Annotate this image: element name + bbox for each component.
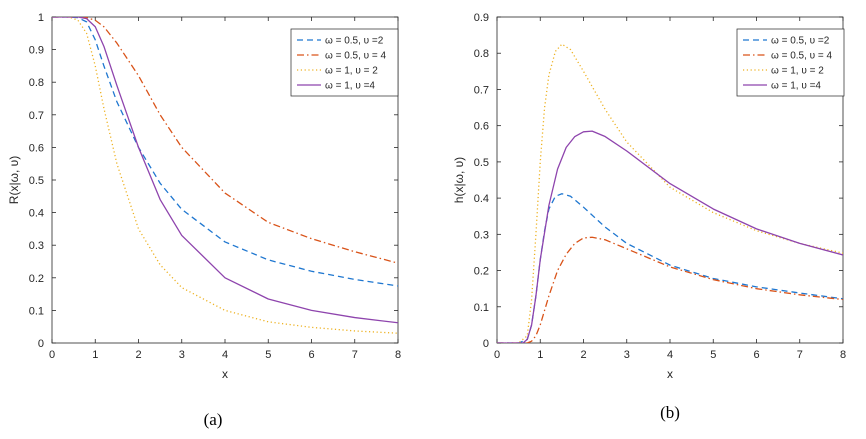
y-tick-label: 0.8 [474, 48, 489, 60]
series-line-3 [497, 43, 843, 343]
y-axis-label: R(x|ω, υ) [7, 156, 21, 204]
x-axis-label: x [222, 367, 228, 381]
chart-panel-a: 0 1 2 3 4 5 6 7 8 0 0.1 0.2 0.3 0.4 0.5 0.6 0.7 0.8 0.9 1 x R… [7, 12, 401, 429]
x-tick-label: 8 [840, 349, 846, 361]
y-tick-label: 0.4 [29, 208, 44, 220]
x-tick-label: 7 [352, 349, 358, 361]
legend-label-4: ω = 1, υ =4 [771, 81, 821, 92]
y-tick-label: 0.5 [474, 157, 489, 169]
y-tick-label: 0.7 [29, 110, 44, 122]
x-tick-label: 6 [753, 349, 759, 361]
x-tick-label: 3 [179, 349, 185, 361]
x-tick-label: 0 [494, 349, 500, 361]
y-tick-label: 0.3 [474, 229, 489, 241]
panel-caption: (a) [204, 410, 223, 429]
y-tick-label: 0.9 [474, 12, 489, 24]
y-tick-label: 0.8 [29, 77, 44, 89]
chart-panel-b: 0 1 2 3 4 5 6 7 8 0 0.1 0.2 0.3 0.4 0.5 0.6 0.7 0.8 0.9 x h(… [452, 12, 846, 422]
series-line-2 [497, 236, 843, 343]
y-tick-label: 0.6 [474, 121, 489, 133]
legend: ω = 0.5, υ =2 ω = 0.5, υ = 4 ω = 1, υ = 2 ω… [736, 28, 845, 97]
series-line-1 [497, 193, 843, 343]
x-tick-label: 5 [265, 349, 271, 361]
legend-label-3: ω = 1, υ = 2 [771, 66, 824, 77]
legend-label-1: ω = 0.5, υ =2 [771, 36, 830, 47]
x-tick-label: 6 [308, 349, 314, 361]
x-tick-label: 0 [49, 349, 55, 361]
y-tick-label: 0.2 [29, 273, 44, 285]
series-line-4 [52, 17, 398, 324]
legend-label-3: ω = 1, υ = 2 [325, 66, 378, 77]
y-tick-label: 0.2 [474, 266, 489, 278]
y-tick-label: 0 [38, 338, 44, 350]
y-tick-label: 0 [483, 338, 489, 350]
x-tick-label: 1 [92, 349, 98, 361]
y-tick-label: 0.6 [29, 142, 44, 154]
series-line-4 [497, 130, 843, 343]
y-axis-label: h(x|ω, υ) [452, 157, 466, 203]
legend: ω = 0.5, υ =2 ω = 0.5, υ = 4 ω = 1, υ = 2 ω… [290, 28, 399, 97]
x-tick-label: 7 [797, 349, 803, 361]
x-axis-label: x [667, 367, 673, 381]
y-tick-label: 1 [38, 12, 44, 24]
y-tick-label: 0.4 [474, 193, 489, 205]
series-line-2 [52, 17, 398, 264]
x-tick-label: 1 [537, 349, 543, 361]
x-tick-label: 8 [395, 349, 401, 361]
x-tick-label: 4 [667, 349, 673, 361]
y-tick-label: 0.1 [474, 302, 489, 314]
x-tick-label: 2 [580, 349, 586, 361]
y-tick-label: 0.5 [29, 175, 44, 187]
panel-caption: (b) [660, 403, 680, 422]
legend-label-2: ω = 0.5, υ = 4 [325, 51, 387, 62]
legend-label-4: ω = 1, υ =4 [325, 81, 375, 92]
y-tick-label: 0.7 [474, 84, 489, 96]
y-tick-label: 0.1 [29, 305, 44, 317]
x-tick-label: 4 [222, 349, 228, 361]
x-tick-label: 3 [624, 349, 630, 361]
legend-label-1: ω = 0.5, υ =2 [325, 36, 384, 47]
x-tick-label: 2 [135, 349, 141, 361]
y-tick-label: 0.9 [29, 45, 44, 57]
y-tick-label: 0.3 [29, 240, 44, 252]
x-tick-label: 5 [710, 349, 716, 361]
legend-label-2: ω = 0.5, υ = 4 [771, 51, 833, 62]
